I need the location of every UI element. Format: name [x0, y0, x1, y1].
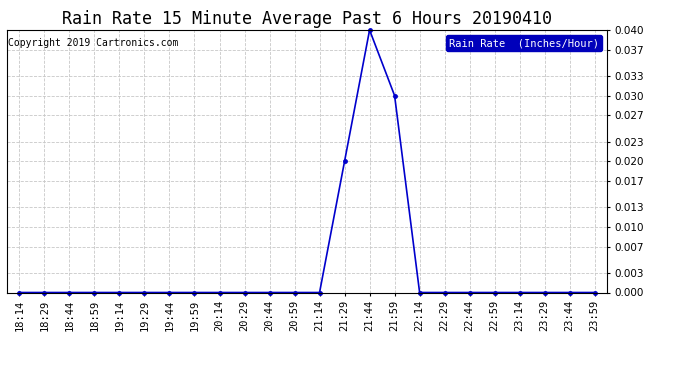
Rain Rate  (Inches/Hour): [140, 290, 148, 295]
Rain Rate  (Inches/Hour): [591, 290, 599, 295]
Rain Rate  (Inches/Hour): [340, 159, 348, 164]
Rain Rate  (Inches/Hour): [90, 290, 99, 295]
Rain Rate  (Inches/Hour): [266, 290, 274, 295]
Rain Rate  (Inches/Hour): [66, 290, 74, 295]
Rain Rate  (Inches/Hour): [391, 93, 399, 98]
Rain Rate  (Inches/Hour): [540, 290, 549, 295]
Rain Rate  (Inches/Hour): [40, 290, 48, 295]
Rain Rate  (Inches/Hour): [115, 290, 124, 295]
Rain Rate  (Inches/Hour): [566, 290, 574, 295]
Rain Rate  (Inches/Hour): [240, 290, 248, 295]
Rain Rate  (Inches/Hour): [315, 290, 324, 295]
Rain Rate  (Inches/Hour): [515, 290, 524, 295]
Line: Rain Rate  (Inches/Hour): Rain Rate (Inches/Hour): [18, 28, 596, 294]
Rain Rate  (Inches/Hour): [190, 290, 199, 295]
Rain Rate  (Inches/Hour): [415, 290, 424, 295]
Legend: Rain Rate  (Inches/Hour): Rain Rate (Inches/Hour): [446, 35, 602, 51]
Rain Rate  (Inches/Hour): [166, 290, 174, 295]
Rain Rate  (Inches/Hour): [15, 290, 23, 295]
Text: Copyright 2019 Cartronics.com: Copyright 2019 Cartronics.com: [8, 38, 179, 48]
Rain Rate  (Inches/Hour): [290, 290, 299, 295]
Rain Rate  (Inches/Hour): [466, 290, 474, 295]
Rain Rate  (Inches/Hour): [215, 290, 224, 295]
Rain Rate  (Inches/Hour): [491, 290, 499, 295]
Title: Rain Rate 15 Minute Average Past 6 Hours 20190410: Rain Rate 15 Minute Average Past 6 Hours…: [62, 10, 552, 28]
Rain Rate  (Inches/Hour): [440, 290, 449, 295]
Rain Rate  (Inches/Hour): [366, 28, 374, 32]
